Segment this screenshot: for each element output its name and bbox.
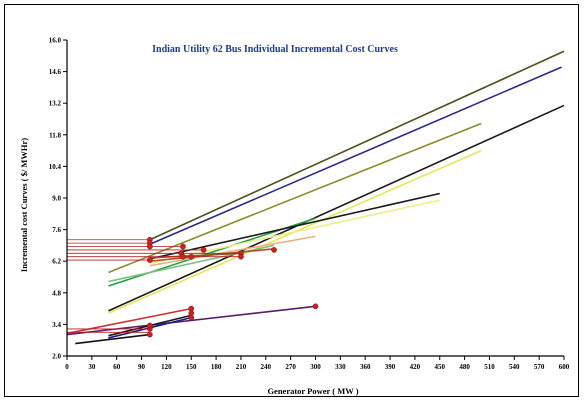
data-point-marker — [312, 303, 319, 310]
series-line — [108, 122, 482, 274]
x-tick-label: 270 — [285, 363, 296, 371]
x-tick-label: 30 — [88, 363, 96, 371]
data-point-marker — [188, 314, 195, 321]
x-tick-label: 150 — [186, 363, 197, 371]
y-tick-label: 7.6 — [52, 226, 61, 234]
series-line — [108, 104, 565, 312]
series-layer — [66, 50, 565, 345]
x-tick-label: 510 — [484, 363, 495, 371]
series-line — [149, 235, 316, 267]
y-tick-label: 6.2 — [52, 258, 61, 266]
x-tick-label: 390 — [385, 363, 396, 371]
x-axis-label: Generator Power ( MW ) — [267, 386, 358, 396]
x-tick-label: 330 — [335, 363, 346, 371]
x-tick-label: 210 — [236, 363, 247, 371]
y-tick-label: 2.0 — [52, 353, 61, 361]
incremental-cost-chart: Indian Utility 62 Bus Individual Increme… — [19, 37, 570, 397]
series-line — [149, 66, 562, 246]
series-line — [75, 333, 150, 345]
x-tick-label: 570 — [534, 363, 545, 371]
x-tick-label: 450 — [435, 363, 446, 371]
series-line — [149, 199, 440, 265]
y-tick-label: 3.4 — [52, 321, 61, 329]
x-tick-label: 240 — [261, 363, 272, 371]
series-line — [66, 307, 192, 335]
x-tick-label: 0 — [65, 363, 69, 371]
data-point-marker — [146, 331, 153, 338]
data-point-marker — [146, 243, 153, 250]
y-tick-label: 9.0 — [52, 195, 61, 203]
reference-lines-layer — [67, 239, 241, 333]
chart-frame: Indian Utility 62 Bus Individual Increme… — [4, 4, 579, 397]
data-point-marker — [180, 253, 186, 260]
y-tick-label: 13.2 — [49, 100, 62, 108]
data-point-marker — [238, 253, 244, 260]
x-tick-label: 300 — [310, 363, 321, 371]
y-axis-label: Incremental cost Curves ( $/ MWHr) — [19, 138, 29, 272]
y-tick-label: 16.0 — [49, 37, 62, 45]
x-tick-label: 540 — [509, 363, 520, 371]
x-tick-label: 480 — [459, 363, 470, 371]
x-tick-label: 120 — [161, 363, 172, 371]
data-point-marker — [200, 247, 207, 253]
series-line — [149, 192, 440, 260]
data-point-marker — [146, 257, 153, 263]
data-point-marker — [180, 243, 186, 250]
y-tick-label: 11.8 — [49, 131, 61, 139]
ticks-layer: 0 30 60 90 120 150 180 210 240 270 300 330 360 390 420… — [49, 37, 570, 372]
marker-layer — [146, 236, 319, 338]
x-tick-label: 360 — [360, 363, 371, 371]
data-point-marker — [188, 253, 195, 260]
x-tick-label: 600 — [559, 363, 570, 371]
y-tick-label: 14.6 — [49, 68, 62, 76]
y-tick-label: 10.4 — [49, 163, 62, 171]
data-point-marker — [146, 322, 153, 329]
series-line — [149, 50, 565, 241]
chart-title: Indian Utility 62 Bus Individual Increme… — [152, 44, 398, 55]
x-tick-label: 90 — [138, 363, 146, 371]
x-tick-label: 180 — [211, 363, 222, 371]
x-tick-label: 420 — [410, 363, 421, 371]
x-tick-label: 60 — [113, 363, 121, 371]
data-point-marker — [271, 247, 277, 253]
y-tick-label: 4.8 — [52, 289, 61, 297]
